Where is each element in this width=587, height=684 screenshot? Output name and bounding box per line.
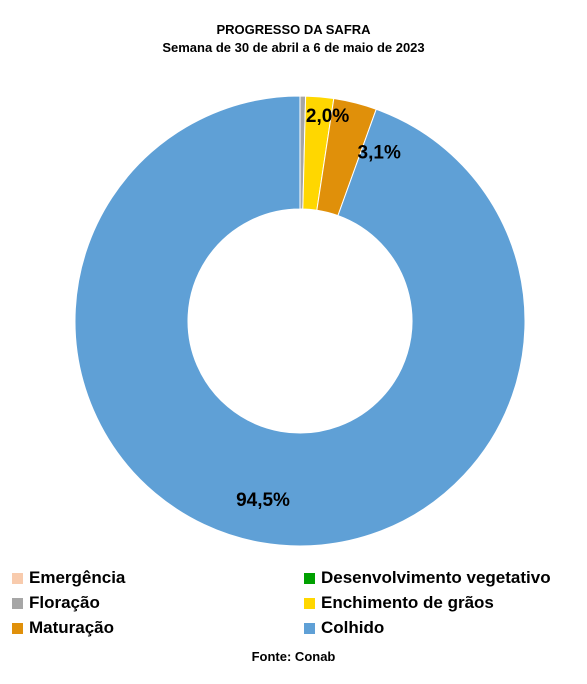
legend-label: Colhido <box>321 618 385 637</box>
legend-swatch <box>304 572 315 584</box>
legend-swatch <box>12 622 23 634</box>
legend-swatch <box>304 597 315 609</box>
legend-swatch <box>12 572 23 584</box>
legend-swatch <box>12 597 23 609</box>
legend-label: Emergência <box>29 568 126 587</box>
source-note: Fonte: Conab <box>251 649 336 664</box>
legend: Emergência Desenvolvimento vegetativo Fl… <box>0 568 587 638</box>
chart-title: PROGRESSO DA SAFRA <box>216 22 371 37</box>
legend-item-enchimento-de-graos: Enchimento de grãos <box>304 593 494 613</box>
legend-label: Maturação <box>29 618 115 637</box>
legend-label: Floração <box>29 593 100 612</box>
legend-item-emergencia: Emergência <box>12 568 125 588</box>
legend-swatch <box>304 622 315 634</box>
legend-item-desenvolvimento-vegetativo: Desenvolvimento vegetativo <box>304 568 551 588</box>
legend-item-maturacao: Maturação <box>12 618 114 638</box>
data-label: 94,5% <box>236 490 290 511</box>
legend-label: Desenvolvimento vegetativo <box>321 568 551 587</box>
data-label: 2,0% <box>306 106 349 127</box>
data-label: 3,1% <box>358 143 401 164</box>
chart-subtitle: Semana de 30 de abril a 6 de maio de 202… <box>162 40 425 55</box>
legend-item-colhido: Colhido <box>304 618 384 638</box>
slice-colhido <box>74 95 526 547</box>
donut-chart: 2,0% 3,1% 94,5% <box>74 95 526 547</box>
legend-item-floracao: Floração <box>12 593 100 613</box>
legend-label: Enchimento de grãos <box>321 593 494 612</box>
